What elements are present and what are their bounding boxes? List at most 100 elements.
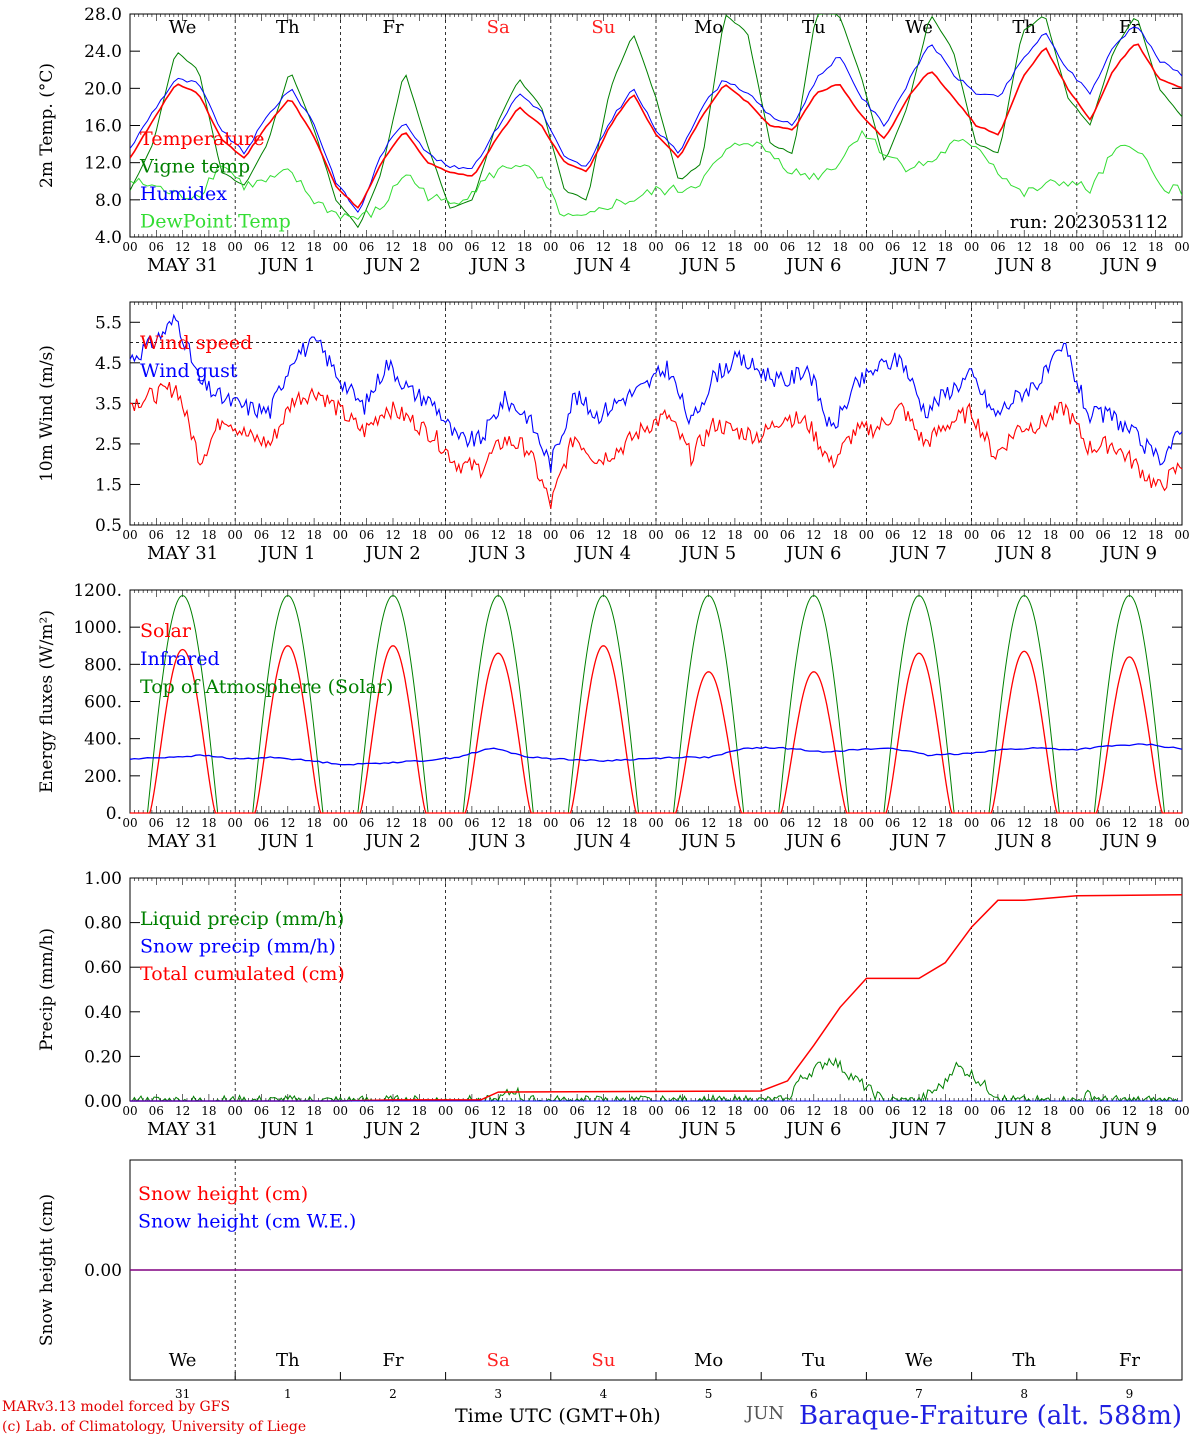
y-axis-label: Energy fluxes (W/m²) (37, 610, 57, 793)
date-label: JUN 3 (469, 255, 526, 276)
y-tick-label: 28.0 (84, 5, 122, 25)
hour-tick-label: 18 (306, 816, 321, 830)
hour-tick-label: 06 (885, 816, 900, 830)
date-label: JUN 4 (574, 1119, 631, 1140)
hour-tick-label: 18 (1148, 240, 1163, 254)
y-axis-label: 2m Temp. (°C) (37, 63, 57, 188)
y-tick-label: 800. (84, 655, 122, 675)
hour-tick-label: 00 (964, 240, 979, 254)
day-number-label: 4 (600, 1387, 608, 1401)
hour-tick-label: 12 (701, 240, 716, 254)
hour-tick-label: 18 (412, 528, 427, 542)
hour-tick-label: 12 (911, 240, 926, 254)
hour-tick-label: 00 (122, 240, 137, 254)
hour-tick-label: 12 (701, 528, 716, 542)
legend-entry: DewPoint Temp (140, 211, 291, 233)
hour-tick-label: 12 (280, 816, 295, 830)
date-label: JUN 8 (995, 255, 1052, 276)
date-label: JUN 7 (889, 255, 946, 276)
hour-tick-label: 18 (622, 528, 637, 542)
hour-tick-label: 00 (648, 240, 663, 254)
weekday-label: Mo (694, 17, 723, 38)
day-number-label: 9 (1126, 1387, 1134, 1401)
series-vigne-temp (130, 14, 1182, 229)
hour-tick-label: 06 (359, 1104, 374, 1118)
legend-entry: Top of Atmosphere (Solar) (140, 676, 393, 698)
y-tick-label: 0. (106, 804, 122, 824)
date-label: JUN 8 (995, 1119, 1052, 1140)
hour-tick-label: 06 (464, 240, 479, 254)
hour-tick-label: 00 (228, 1104, 243, 1118)
day-number-label: 1 (284, 1387, 292, 1401)
overlay-label: JUN (746, 1403, 785, 1424)
date-label: JUN 5 (679, 1119, 736, 1140)
hour-tick-label: 12 (806, 1104, 821, 1118)
date-label: JUN 5 (679, 255, 736, 276)
date-label: MAY 31 (147, 255, 218, 276)
day-number-label: 8 (1020, 1387, 1028, 1401)
day-number-label: 31 (175, 1387, 190, 1401)
y-axis-label: Precip (mm/h) (37, 928, 57, 1051)
hour-tick-label: 18 (201, 528, 216, 542)
date-label: JUN 1 (258, 831, 315, 852)
panel-precip: 0.00 0.20 0.40 0.60 0.80 1.00 Precip (mm/h) Liq… (37, 869, 1190, 1140)
hour-tick-label: 18 (517, 240, 532, 254)
hour-tick-label: 12 (385, 240, 400, 254)
panel-snow: 0.00 Snow height (cm) Snow height (cm) Snow… (37, 1159, 1183, 1401)
series-humidex (130, 26, 1182, 213)
day-number-label: 6 (810, 1387, 818, 1401)
hour-tick-label: 06 (885, 528, 900, 542)
hour-tick-label: 00 (648, 1104, 663, 1118)
hour-tick-label: 00 (543, 1104, 558, 1118)
weekday-label: Mo (694, 1350, 723, 1371)
date-label: JUN 2 (363, 1119, 420, 1140)
date-label: MAY 31 (147, 831, 218, 852)
hour-tick-label: 06 (990, 528, 1005, 542)
hour-tick-label: 06 (885, 1104, 900, 1118)
legend-entry: Wind gust (140, 360, 238, 382)
date-label: JUN 6 (784, 255, 841, 276)
weekday-label: Fr (382, 1350, 403, 1371)
legend-entry: Liquid precip (mm/h) (140, 908, 344, 930)
y-tick-label: 5.5 (95, 313, 122, 333)
hour-tick-label: 18 (938, 1104, 953, 1118)
y-tick-label: 200. (84, 767, 122, 787)
day-number-label: 7 (915, 1387, 923, 1401)
series-total-cumulated (130, 893, 1183, 1102)
date-label: JUN 2 (363, 831, 420, 852)
hour-tick-label: 18 (201, 240, 216, 254)
hour-tick-label: 12 (1122, 528, 1137, 542)
hour-tick-label: 06 (990, 240, 1005, 254)
hour-tick-label: 18 (306, 240, 321, 254)
hour-tick-label: 12 (1122, 1104, 1137, 1118)
weekday-label: Su (591, 1350, 615, 1371)
date-label: JUN 4 (574, 255, 631, 276)
hour-tick-label: 18 (622, 816, 637, 830)
y-tick-label: 16.0 (84, 117, 122, 137)
hour-tick-label: 00 (964, 816, 979, 830)
hour-tick-label: 12 (806, 240, 821, 254)
date-label: JUN 1 (258, 255, 315, 276)
hour-tick-label: 06 (464, 528, 479, 542)
y-axis-label: Snow height (cm) (37, 1194, 57, 1346)
hour-tick-label: 12 (1122, 240, 1137, 254)
y-tick-label: 12.0 (84, 154, 122, 174)
hour-tick-label: 18 (832, 528, 847, 542)
y-tick-label: 0.00 (84, 1261, 122, 1281)
plot-frame (129, 301, 1183, 526)
hour-tick-label: 12 (596, 240, 611, 254)
hour-tick-label: 18 (306, 1104, 321, 1118)
hour-tick-label: 06 (990, 1104, 1005, 1118)
hour-tick-label: 06 (149, 528, 164, 542)
hour-tick-label: 12 (701, 816, 716, 830)
hour-tick-label: 18 (517, 528, 532, 542)
hour-tick-label: 18 (727, 816, 742, 830)
y-tick-label: 4.0 (95, 228, 122, 248)
legend-entry: Solar (140, 620, 192, 642)
hour-tick-label: 06 (569, 1104, 584, 1118)
plot-frame (129, 589, 1183, 814)
y-tick-label: 2.5 (95, 435, 122, 455)
date-label: JUN 5 (679, 831, 736, 852)
hour-tick-label: 06 (569, 816, 584, 830)
hour-tick-label: 12 (1017, 1104, 1032, 1118)
